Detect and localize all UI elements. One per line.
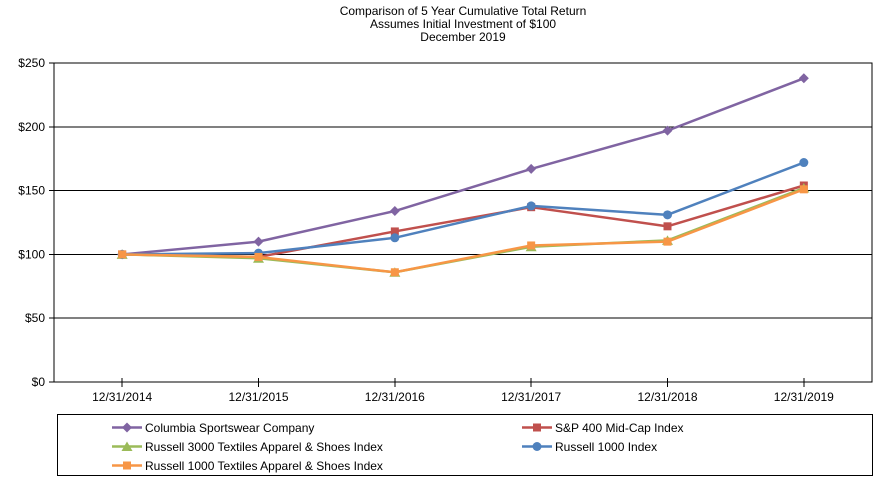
legend-label: Russell 1000 Index: [555, 439, 658, 454]
svg-text:$250: $250: [18, 56, 45, 70]
legend-marker-square-orange-icon: [112, 460, 142, 471]
svg-text:$50: $50: [25, 311, 45, 325]
legend-item-russell-1000-textiles: Russell 1000 Textiles Apparel & Shoes In…: [112, 456, 383, 475]
legend-label: Columbia Sportswear Company: [145, 420, 315, 435]
legend-marker-diamond-icon: [112, 422, 142, 433]
legend-item-columbia-sportswear: Columbia Sportswear Company: [112, 418, 383, 437]
legend-item-sp400-midcap: S&P 400 Mid-Cap Index: [522, 418, 684, 437]
legend-item-russell-1000: Russell 1000 Index: [522, 437, 684, 456]
legend-column-left: Columbia Sportswear Company Russell 3000…: [112, 418, 383, 475]
legend-column-right: S&P 400 Mid-Cap Index Russell 1000 Index: [522, 418, 684, 456]
legend-label: Russell 1000 Textiles Apparel & Shoes In…: [145, 458, 383, 473]
legend-item-russell-3000-textiles: Russell 3000 Textiles Apparel & Shoes In…: [112, 437, 383, 456]
svg-text:$100: $100: [18, 247, 45, 261]
legend-label: S&P 400 Mid-Cap Index: [555, 420, 684, 435]
chart-title-block: Comparison of 5 Year Cumulative Total Re…: [54, 5, 872, 44]
svg-text:$150: $150: [18, 184, 45, 198]
chart-subtitle-investment: Assumes Initial Investment of $100: [369, 17, 557, 31]
plot-area: $0 $50 $100 $150 $200 $250 12/31/2014 12/31/201…: [18, 56, 873, 404]
legend-marker-triangle-icon: [112, 441, 142, 452]
chart-title: Comparison of 5 Year Cumulative Total Re…: [339, 4, 587, 18]
legend-marker-circle-icon: [522, 441, 552, 452]
svg-text:$0: $0: [32, 375, 46, 389]
svg-text:12/31/2014: 12/31/2014: [92, 390, 152, 404]
svg-text:$200: $200: [18, 120, 45, 134]
chart-legend: Columbia Sportswear Company Russell 3000…: [57, 414, 873, 476]
svg-text:12/31/2015: 12/31/2015: [228, 390, 288, 404]
svg-text:12/31/2019: 12/31/2019: [774, 390, 834, 404]
svg-text:12/31/2018: 12/31/2018: [637, 390, 697, 404]
legend-marker-square-red-icon: [522, 422, 552, 433]
svg-text:12/31/2016: 12/31/2016: [365, 390, 425, 404]
legend-label: Russell 3000 Textiles Apparel & Shoes In…: [145, 439, 383, 454]
svg-text:12/31/2017: 12/31/2017: [501, 390, 561, 404]
chart-subtitle-date: December 2019: [420, 30, 506, 44]
